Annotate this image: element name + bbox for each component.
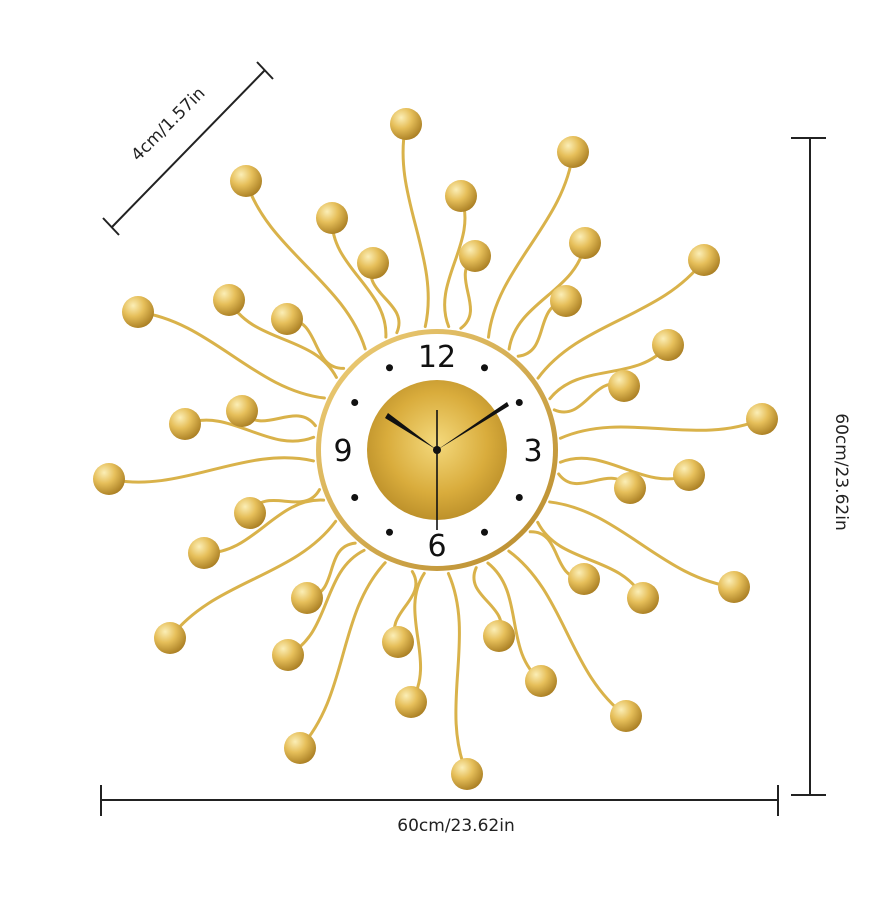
ray-ball (382, 626, 414, 658)
ray-ball (390, 108, 422, 140)
ray-ball (122, 296, 154, 328)
ray-wire (227, 298, 338, 379)
ray-ball (608, 370, 640, 402)
numeral-12: 12 (418, 340, 456, 375)
ray-wire (548, 343, 670, 401)
ray-ball (93, 463, 125, 495)
width-dimension-label: 60cm/23.62in (397, 816, 514, 836)
ray-ball (614, 472, 646, 504)
ray-ball (230, 165, 262, 197)
ray-ball (673, 459, 705, 491)
depth-dimension-tick-start (102, 217, 120, 236)
ray-ball (445, 180, 477, 212)
height-dimension: 60cm/23.62in (791, 137, 851, 796)
ray-ball (525, 665, 557, 697)
ray-ball (395, 686, 427, 718)
numeral-9: 9 (333, 434, 352, 469)
hour-marker-dot (515, 494, 523, 501)
hour-marker-dot (351, 399, 359, 406)
ray-ball (272, 639, 304, 671)
ray-ball (169, 408, 201, 440)
ray-ball (569, 227, 601, 259)
ray-ball (154, 622, 186, 654)
hour-hand (385, 413, 437, 450)
ray-ball (271, 303, 303, 335)
hour-marker-dot (386, 528, 393, 536)
clock-dial: 12 3 6 9 (316, 329, 558, 571)
ray-wire (298, 561, 387, 750)
ray-ball (357, 247, 389, 279)
depth-dimension: 4cm/1.57in (102, 61, 274, 236)
ray-wire (330, 216, 388, 339)
ray-wire (446, 571, 469, 776)
ray-wire (107, 456, 315, 484)
hour-marker-dot (351, 494, 359, 501)
ray-wire (168, 519, 338, 640)
hands-center-pin (433, 446, 441, 454)
ray-ball (718, 571, 750, 603)
ray-wire (536, 258, 706, 380)
ray-ball (188, 537, 220, 569)
depth-dimension-label: 4cm/1.57in (128, 84, 210, 166)
ray-ball (213, 284, 245, 316)
ray-wire (202, 498, 326, 555)
depth-dimension-line (111, 69, 266, 228)
ray-wire (507, 241, 587, 351)
ray-ball (234, 497, 266, 529)
hour-marker-dot (386, 364, 393, 372)
numeral-6: 6 (427, 529, 446, 564)
ray-ball (459, 240, 491, 272)
ray-ball (291, 582, 323, 614)
ray-ball (688, 244, 720, 276)
ray-ball (627, 582, 659, 614)
sunburst-rays (93, 108, 778, 790)
ray-ball (568, 563, 600, 595)
ray-ball (652, 329, 684, 361)
height-dimension-label: 60cm/23.62in (831, 413, 851, 530)
ray-wire (558, 417, 764, 440)
ray-ball (557, 136, 589, 168)
ray-ball (451, 758, 483, 790)
ray-ball (316, 202, 348, 234)
ray-ball (226, 395, 258, 427)
depth-dimension-tick-end (256, 61, 274, 80)
ray-ball (284, 732, 316, 764)
ray-wire (507, 549, 628, 718)
ray-ball (610, 700, 642, 732)
hour-marker-dot (481, 364, 488, 372)
ray-wire (244, 179, 367, 351)
width-dimension: 60cm/23.62in (100, 785, 779, 836)
hour-marker-dots (351, 364, 523, 536)
hour-marker-dot (481, 528, 488, 536)
ray-wire (443, 194, 467, 329)
ray-ball (550, 285, 582, 317)
minute-hand (437, 402, 509, 450)
ray-wire (548, 500, 736, 589)
hour-marker-dot (515, 399, 523, 406)
numeral-3: 3 (523, 434, 542, 469)
ray-wire (136, 310, 326, 400)
ray-ball (483, 620, 515, 652)
ray-ball (746, 403, 778, 435)
ray-wire (401, 122, 430, 329)
ray-wire (486, 150, 575, 339)
